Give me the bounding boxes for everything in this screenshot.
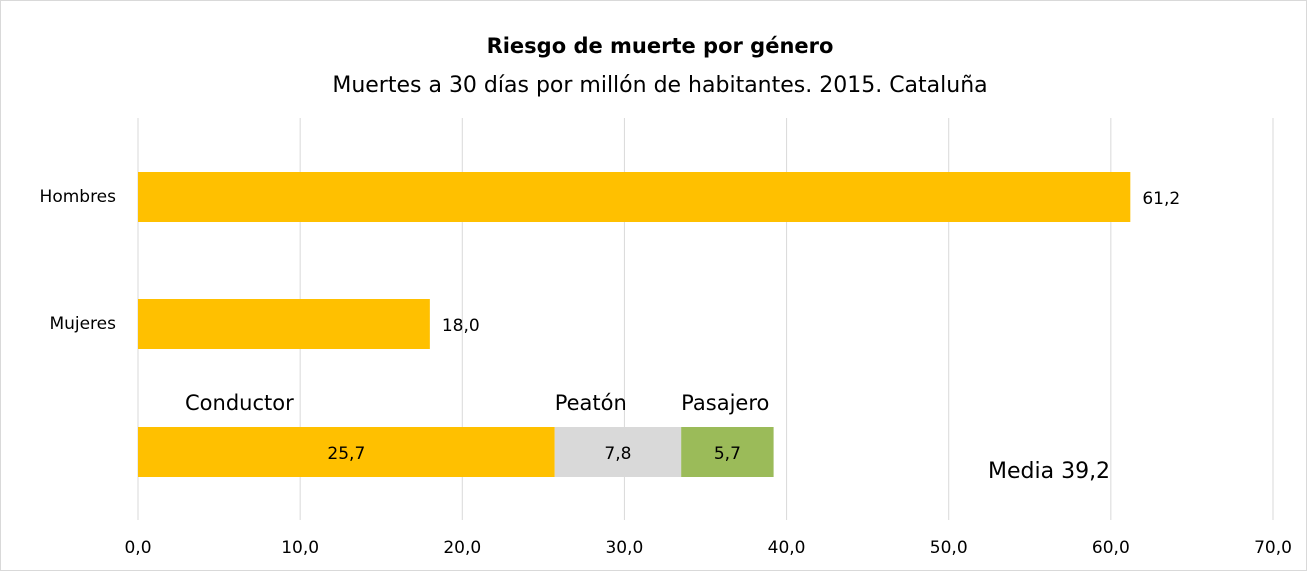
x-tick-label: 60,0	[1092, 538, 1130, 558]
series-label: Conductor	[185, 391, 294, 415]
y-tick-label: Mujeres	[49, 314, 116, 334]
data-label: 18,0	[442, 316, 480, 336]
chart-title: Riesgo de muerte por género	[487, 34, 834, 58]
data-label: 5,7	[714, 444, 741, 464]
x-tick-label: 50,0	[930, 538, 968, 558]
annotation: Media 39,2	[988, 459, 1110, 484]
x-tick-label: 40,0	[768, 538, 806, 558]
x-tick-label: 10,0	[281, 538, 319, 558]
data-label: 25,7	[327, 444, 365, 464]
y-tick-label: Hombres	[40, 187, 117, 207]
bar	[138, 427, 555, 477]
data-label: 61,2	[1142, 189, 1180, 209]
x-tick-label: 0,0	[124, 538, 151, 558]
chart-subtitle: Muertes a 30 días por millón de habitant…	[332, 73, 987, 98]
bar	[554, 427, 682, 477]
x-tick-label: 30,0	[605, 538, 643, 558]
data-label: 7,8	[604, 444, 631, 464]
bar	[138, 299, 430, 349]
series-label: Peatón	[555, 391, 627, 415]
series-label: Pasajero	[681, 391, 769, 415]
bar	[138, 172, 1131, 222]
x-tick-label: 70,0	[1254, 538, 1292, 558]
x-tick-label: 20,0	[443, 538, 481, 558]
bar	[681, 427, 774, 477]
